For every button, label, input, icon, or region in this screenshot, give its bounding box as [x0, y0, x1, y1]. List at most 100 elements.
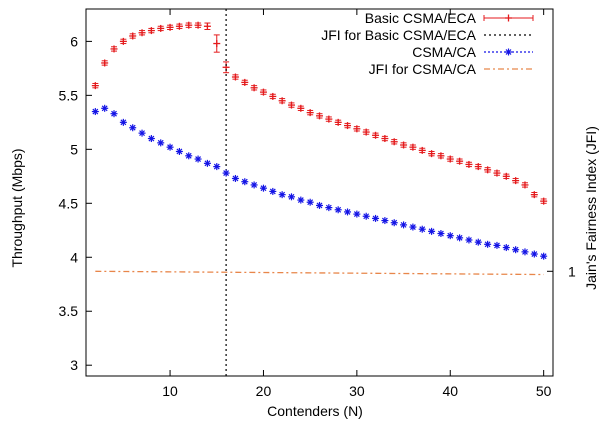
data-point — [530, 250, 538, 258]
data-point — [250, 84, 258, 92]
legend-entry-3: JFI for CSMA/CA — [369, 61, 533, 77]
y-tick-label: 5.5 — [59, 87, 79, 103]
data-point — [484, 166, 492, 174]
x-tick-label: 50 — [536, 383, 552, 399]
data-point — [119, 118, 127, 126]
data-point — [418, 225, 426, 233]
data-point — [175, 22, 183, 30]
data-point — [213, 163, 221, 171]
series-2 — [91, 104, 548, 260]
data-point — [484, 240, 492, 248]
data-point — [418, 146, 426, 154]
series-3 — [95, 270, 544, 276]
chart-marks — [91, 9, 548, 376]
x-tick-label: 20 — [256, 383, 272, 399]
data-point — [250, 181, 258, 189]
data-point — [101, 104, 109, 112]
legend-label: CSMA/CA — [412, 44, 476, 60]
x-axis-label: Contenders (N) — [267, 403, 363, 419]
data-point — [512, 246, 520, 254]
y2-tick-label: 1 — [568, 263, 576, 279]
data-point — [241, 78, 249, 86]
data-point — [390, 138, 398, 146]
data-point — [409, 223, 417, 231]
data-point — [437, 152, 445, 160]
data-point — [353, 125, 361, 133]
data-point — [231, 174, 239, 182]
data-point — [400, 141, 408, 149]
x-tick-label: 30 — [349, 383, 365, 399]
data-point — [540, 197, 548, 205]
data-point — [521, 248, 529, 256]
data-point — [287, 193, 295, 201]
data-point — [325, 115, 333, 123]
data-point — [157, 139, 165, 147]
data-point — [502, 244, 510, 252]
data-point — [344, 122, 352, 130]
data-point — [390, 219, 398, 227]
data-point — [241, 178, 249, 186]
data-point — [334, 206, 342, 214]
x-tick-label: 10 — [162, 383, 178, 399]
data-point — [129, 32, 137, 40]
jfi-csmaca-line — [95, 270, 544, 276]
legend-label: Basic CSMA/ECA — [365, 10, 477, 26]
legend-entry-1: JFI for Basic CSMA/ECA — [321, 27, 533, 43]
data-point — [306, 109, 314, 117]
data-point — [493, 241, 501, 249]
data-point — [316, 112, 323, 120]
plot-frame — [85, 8, 554, 377]
data-point — [362, 212, 370, 220]
data-point — [344, 208, 352, 216]
data-point — [287, 101, 295, 109]
data-point — [316, 201, 323, 209]
data-point — [530, 191, 538, 199]
data-point — [101, 59, 109, 67]
data-point — [362, 128, 370, 136]
data-point — [474, 238, 482, 246]
data-point — [437, 230, 445, 238]
data-point — [185, 21, 193, 29]
data-point — [259, 88, 267, 96]
y-tick-label: 6 — [70, 33, 78, 49]
y-tick-label: 3 — [70, 357, 78, 373]
data-point — [194, 155, 202, 163]
data-point — [185, 152, 193, 160]
data-point — [259, 184, 267, 192]
data-point — [325, 204, 333, 212]
data-point — [334, 118, 342, 126]
data-point — [428, 150, 436, 158]
data-point — [166, 23, 174, 31]
data-point — [446, 155, 454, 163]
legend-label: JFI for CSMA/CA — [369, 61, 477, 77]
legend-label: JFI for Basic CSMA/ECA — [321, 27, 476, 43]
x-tick-label: 40 — [442, 383, 458, 399]
data-point — [213, 40, 221, 48]
data-point — [278, 191, 286, 199]
data-point — [372, 131, 380, 139]
data-point — [400, 221, 408, 229]
data-point — [297, 196, 305, 204]
data-point — [269, 92, 277, 100]
legend-marker — [505, 14, 512, 22]
data-point — [521, 181, 529, 189]
legend-entry-0: Basic CSMA/ECA — [365, 10, 534, 26]
data-point — [119, 37, 127, 45]
data-point — [147, 135, 155, 143]
data-point — [540, 252, 548, 260]
data-point — [381, 135, 389, 143]
plot-border — [85, 8, 554, 377]
data-point — [306, 198, 314, 206]
data-point — [428, 227, 436, 235]
data-point — [297, 104, 305, 112]
data-point — [493, 169, 501, 177]
data-point — [465, 160, 473, 168]
y-tick-label: 4.5 — [59, 195, 79, 211]
data-point — [456, 157, 464, 165]
data-point — [502, 172, 510, 180]
y-tick-label: 3.5 — [59, 303, 79, 319]
series-0 — [91, 21, 548, 205]
data-point — [175, 147, 183, 155]
data-point — [194, 21, 202, 29]
